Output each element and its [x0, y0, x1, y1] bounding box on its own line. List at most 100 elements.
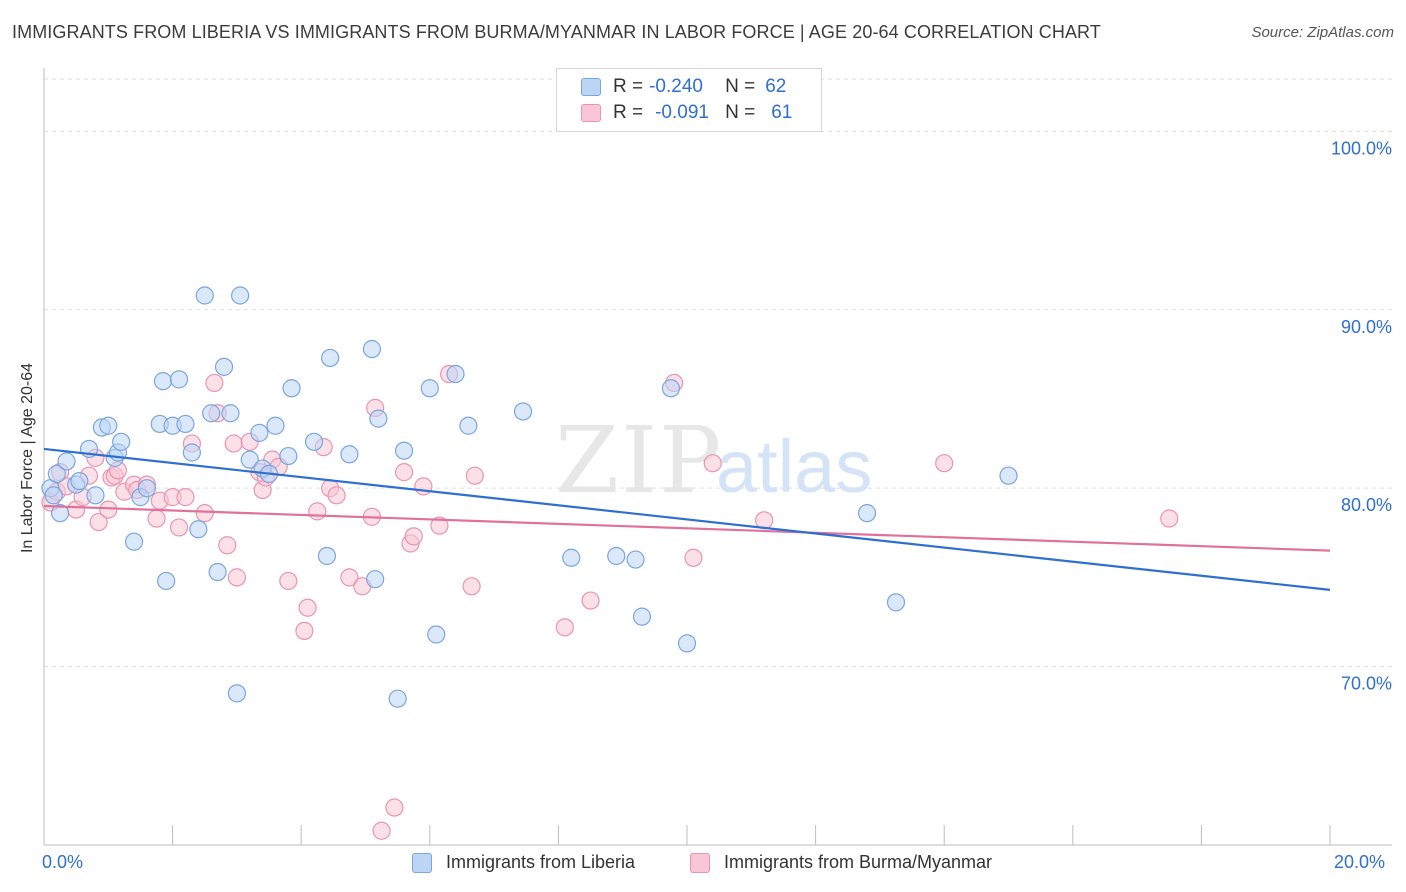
n-label: N = [725, 102, 756, 123]
point-liberia [886, 593, 906, 612]
point-burma [385, 798, 404, 817]
point-liberia [99, 416, 118, 435]
point-burma [195, 504, 214, 523]
grid-layer [44, 78, 1392, 668]
point-liberia [626, 550, 645, 569]
n-label: N = [725, 76, 756, 97]
y-tick-label: 90.0% [1341, 317, 1392, 337]
point-liberia [317, 546, 337, 566]
liberia-swatch [581, 78, 601, 96]
point-liberia [562, 548, 581, 567]
point-liberia [677, 634, 697, 653]
chart-title: IMMIGRANTS FROM LIBERIA VS IMMIGRANTS FR… [12, 22, 1101, 42]
point-liberia [231, 286, 250, 305]
point-liberia [661, 379, 681, 398]
point-liberia [157, 571, 176, 591]
r-label: R = [613, 76, 644, 97]
y-tick-label: 70.0% [1341, 674, 1392, 694]
point-liberia [366, 570, 385, 589]
point-liberia [47, 464, 66, 484]
point-liberia [70, 471, 89, 491]
legend-row-burma: R = -0.091 N = 61 [581, 101, 792, 125]
point-liberia [394, 441, 414, 460]
point-burma [684, 548, 703, 567]
point-liberia [57, 452, 76, 471]
point-burma [555, 618, 574, 637]
n-value: 62 [765, 76, 787, 97]
axes [43, 68, 1392, 846]
watermark-atlas: atlas [716, 425, 872, 508]
point-burma [205, 373, 224, 393]
point-burma [465, 466, 484, 485]
liberia-legend-swatch [412, 852, 432, 873]
point-burma [935, 454, 954, 473]
n-value: 61 [771, 102, 793, 123]
point-burma [581, 591, 600, 610]
point-liberia [321, 348, 340, 368]
point-liberia [202, 404, 221, 423]
point-liberia [112, 432, 131, 451]
point-burma [218, 536, 237, 555]
point-burma [414, 477, 433, 496]
burma-legend-swatch [690, 852, 710, 873]
point-liberia [86, 486, 105, 505]
point-liberia [214, 357, 234, 376]
r-value: -0.091 [655, 102, 709, 123]
point-liberia [362, 339, 382, 359]
point-burma [703, 454, 722, 473]
point-liberia [388, 689, 407, 708]
point-liberia [632, 607, 652, 626]
r-label: R = [613, 102, 644, 123]
trend-lines [43, 447, 1331, 591]
correlation-legend: R = -0.240 N = 62 R = -0.091 N = 61 [556, 68, 822, 132]
legend-item-burma[interactable]: Immigrants from Burma/Myanmar [690, 852, 992, 873]
point-liberia [240, 450, 259, 469]
watermark: ZIP atlas [555, 407, 872, 514]
point-liberia [227, 684, 246, 703]
point-burma [404, 527, 423, 546]
point-burma [227, 568, 246, 587]
point-liberia [266, 416, 285, 435]
point-liberia [513, 402, 533, 421]
series-legend: Immigrants from Liberia Immigrants from … [0, 852, 1406, 878]
point-burma [430, 516, 449, 535]
point-liberia [446, 364, 465, 384]
point-liberia [999, 466, 1018, 485]
point-liberia [857, 504, 877, 523]
trend-line-liberia [43, 447, 1331, 591]
point-liberia [182, 443, 201, 462]
point-liberia [189, 520, 208, 539]
point-burma [372, 821, 391, 840]
point-burma [308, 502, 327, 521]
burma-swatch [581, 104, 601, 122]
legend-label-liberia: Immigrants from Liberia [446, 852, 636, 872]
point-liberia [369, 409, 388, 428]
point-burma [295, 621, 314, 641]
legend-item-liberia[interactable]: Immigrants from Liberia [412, 852, 635, 873]
point-liberia [195, 286, 214, 305]
point-liberia [607, 546, 626, 566]
y-tick-labels: 70.0% 80.0% 90.0% 100.0% [1331, 138, 1392, 693]
point-burma [169, 518, 189, 537]
legend-row-liberia: R = -0.240 N = 62 [581, 75, 786, 99]
point-liberia [304, 432, 324, 451]
point-burma [394, 463, 414, 482]
legend-label-burma: Immigrants from Burma/Myanmar [724, 852, 993, 872]
point-burma [147, 509, 166, 528]
point-liberia [459, 416, 478, 435]
point-liberia [208, 562, 227, 582]
point-liberia [221, 404, 240, 423]
r-value: -0.240 [649, 76, 703, 97]
point-liberia [427, 625, 446, 644]
point-burma [340, 568, 359, 587]
series-liberia-points [41, 286, 1018, 708]
source-label: Source: ZipAtlas.com [1251, 24, 1394, 41]
trend-line-burma [43, 504, 1331, 552]
point-liberia [279, 446, 298, 466]
point-liberia [137, 479, 156, 498]
watermark-zip: ZIP [555, 407, 723, 514]
x-tick-label-min: 0.0% [42, 852, 84, 872]
point-burma [1160, 509, 1179, 528]
y-tick-label: 80.0% [1341, 495, 1392, 515]
